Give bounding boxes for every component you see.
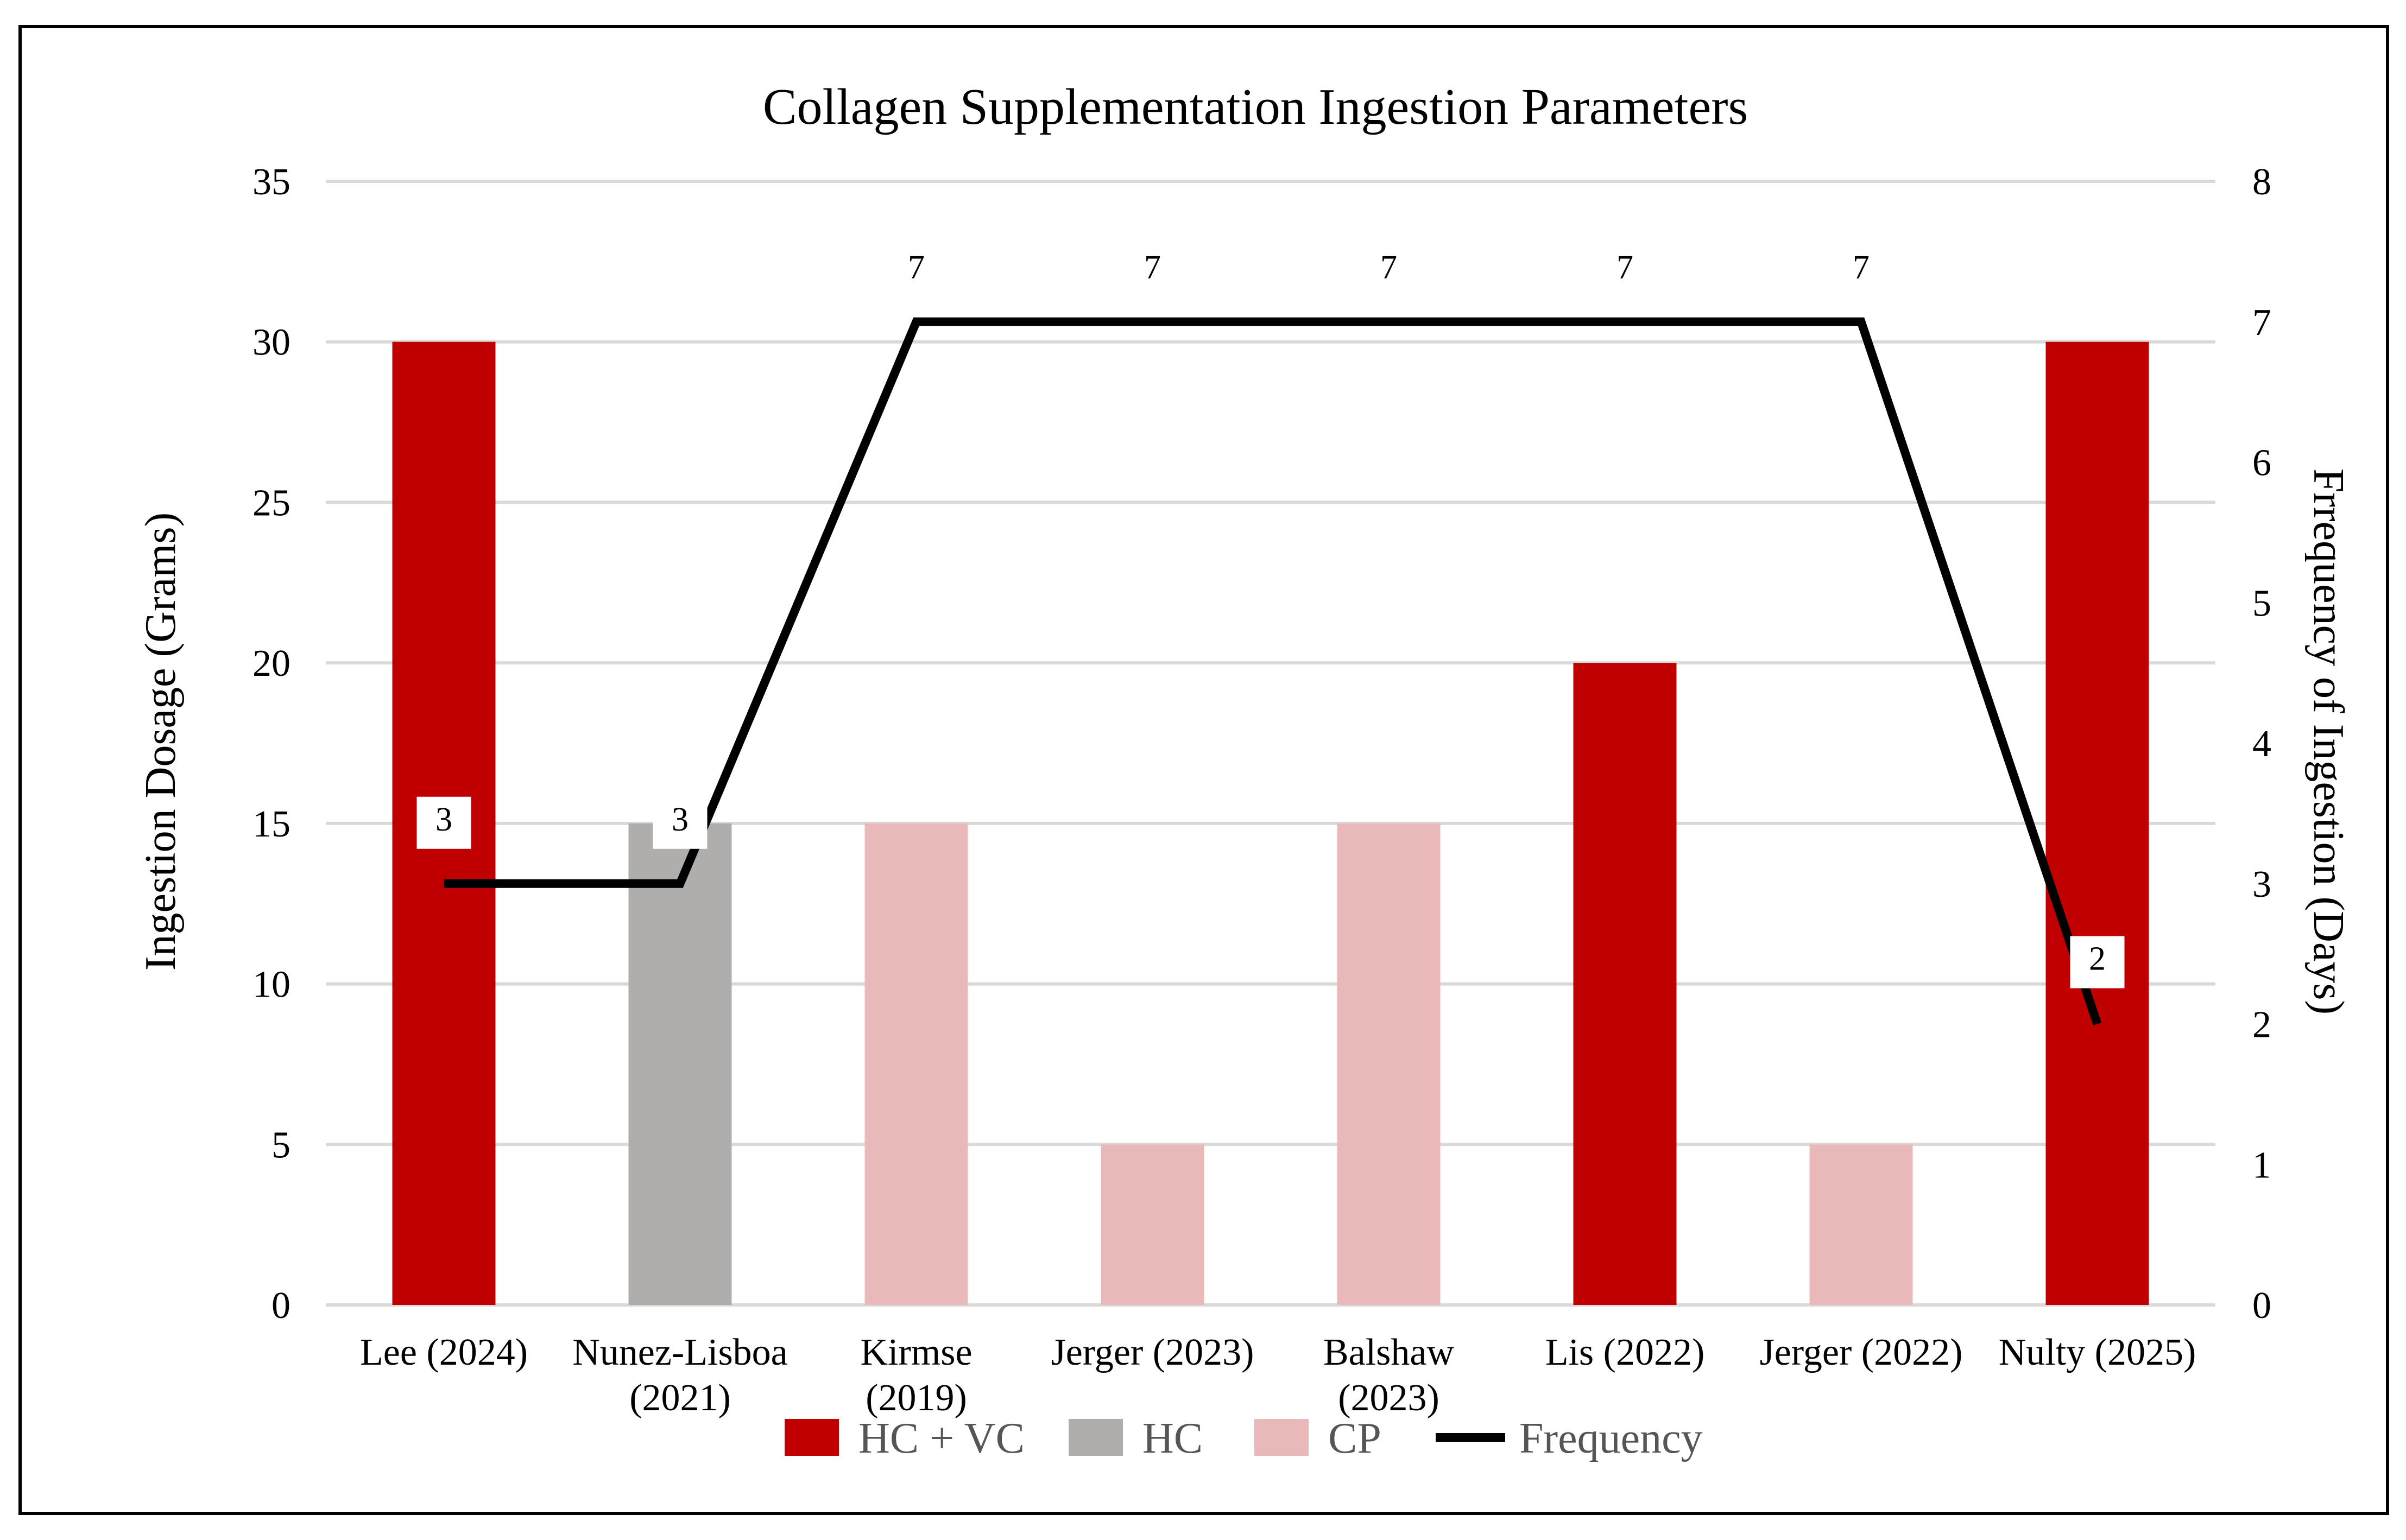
legend: HC + VC HC CP Frequency <box>785 1415 1703 1462</box>
category-label-7-0: Nulty (2025) <box>1999 1332 2196 1373</box>
category-label-6-0: Jerger (2022) <box>1760 1332 1963 1373</box>
category-label-1-1: (2021) <box>629 1377 731 1419</box>
freq-label-3: 7 <box>1144 249 1161 286</box>
y-tick-label-3: 15 <box>252 803 291 845</box>
y2-tick-label-4: 4 <box>2252 723 2271 765</box>
category-label-1-0: Nunez-Lisboa <box>572 1332 788 1373</box>
legend-label-3: Frequency <box>1519 1415 1703 1462</box>
legend-label-1: HC <box>1142 1415 1203 1462</box>
y2-tick-label-6: 6 <box>2252 442 2271 484</box>
category-label-2-1: (2019) <box>866 1377 967 1419</box>
category-label-4-0: Balshaw <box>1323 1332 1455 1373</box>
freq-label-2: 7 <box>908 249 925 286</box>
frequency-line <box>444 317 2102 1026</box>
legend-label-2: CP <box>1328 1415 1381 1462</box>
grid-lines <box>326 180 2215 1307</box>
y2-tick-label-7: 7 <box>2252 302 2271 344</box>
freq-label-6: 7 <box>1853 249 1870 286</box>
bar-5 <box>1573 663 1677 1305</box>
y-tick-label-2: 10 <box>252 964 291 1006</box>
category-label-2-0: Kirmse <box>860 1332 972 1373</box>
right-axis-ticks: 0 1 2 3 4 5 6 7 8 <box>2252 161 2271 1327</box>
bar-3 <box>1101 1144 1204 1305</box>
freq-label-7: 2 <box>2089 941 2106 978</box>
y-tick-label-7: 35 <box>252 161 291 203</box>
category-label-5-0: Lis (2022) <box>1545 1332 1705 1373</box>
y-tick-label-5: 25 <box>252 482 291 524</box>
freq-label-box-7 <box>2070 936 2125 988</box>
y-tick-label-4: 20 <box>252 643 291 685</box>
freq-label-5: 7 <box>1616 249 1633 286</box>
bar-6 <box>1809 1144 1913 1305</box>
freq-label-1: 3 <box>672 801 689 838</box>
y2-tick-label-2: 2 <box>2252 1004 2271 1046</box>
y2-tick-label-5: 5 <box>2252 582 2271 624</box>
bar-2 <box>864 823 968 1305</box>
y2-tick-label-0: 0 <box>2252 1285 2271 1327</box>
bar-1 <box>628 823 732 1305</box>
freq-label-0: 3 <box>435 801 452 838</box>
category-label-3-0: Jerger (2023) <box>1051 1332 1254 1373</box>
bar-7 <box>2045 341 2149 1305</box>
y-tick-label-1: 5 <box>271 1124 291 1166</box>
chart-title: Collagen Supplementation Ingestion Param… <box>763 79 1748 135</box>
freq-label-box-1 <box>653 796 708 849</box>
freq-label-4: 7 <box>1380 249 1397 286</box>
frequency-line-group: 3 3 7 7 7 7 7 2 <box>416 249 2125 1026</box>
legend-label-0: HC + VC <box>858 1415 1025 1462</box>
y2-tick-label-8: 8 <box>2252 161 2271 203</box>
freq-label-box-0 <box>416 796 471 849</box>
y-tick-label-0: 0 <box>271 1285 291 1327</box>
category-label-0-0: Lee (2024) <box>360 1332 528 1373</box>
bar-4 <box>1337 823 1441 1305</box>
y-axis-title: Ingestion Dosage (Grams) <box>137 512 185 971</box>
y2-tick-label-3: 3 <box>2252 864 2271 905</box>
y2-axis-title: Frrequency of Ingestion (Days) <box>2304 468 2352 1015</box>
left-axis-ticks: 0 5 10 15 20 25 30 35 <box>252 161 291 1327</box>
category-labels: Lee (2024) Nunez-Lisboa(2021) Kirmse(2019)… <box>360 1332 2196 1419</box>
y-tick-label-6: 30 <box>252 322 291 364</box>
y2-tick-label-1: 1 <box>2252 1144 2271 1186</box>
legend-swatch-1 <box>1069 1419 1123 1456</box>
category-label-4-1: (2023) <box>1338 1377 1439 1419</box>
legend-swatch-2 <box>1254 1419 1309 1456</box>
legend-swatch-0 <box>785 1419 839 1456</box>
